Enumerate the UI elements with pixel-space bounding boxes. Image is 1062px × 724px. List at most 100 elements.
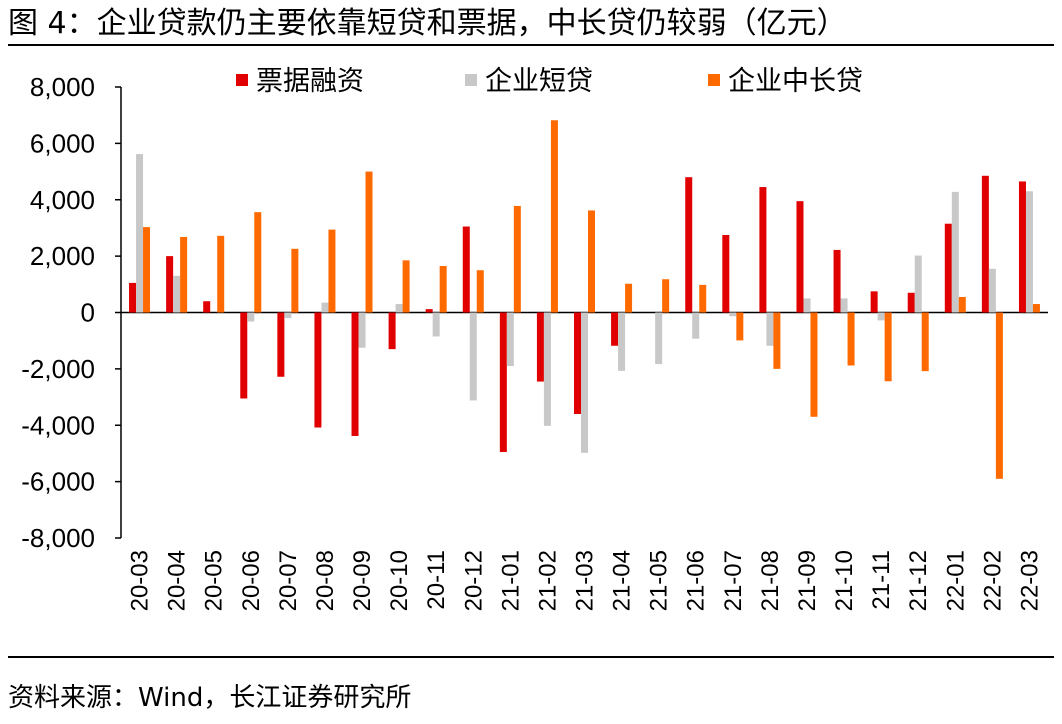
x-tick-label: 22-02 [979, 550, 1006, 611]
x-tick-label: 21-09 [794, 550, 821, 611]
bar-票据融资-20-10 [388, 312, 396, 350]
legend-swatch-企业中长贷 [708, 74, 720, 86]
legend-label-票据融资: 票据融资 [256, 66, 364, 97]
y-tick-label: 8,000 [30, 72, 95, 102]
bar-企业中长贷-20-07 [291, 248, 299, 313]
bar-企业中长贷-21-07 [736, 312, 744, 341]
bar-企业短贷-21-02 [543, 312, 551, 426]
legend: 票据融资 企业短贷 企业中长贷 [236, 66, 863, 97]
x-tick-labels: 20-03 20-04 20-05 20-06 20-07 20-08 20-09 20-10… [127, 550, 1044, 611]
bar-企业中长贷-21-12 [921, 312, 929, 372]
x-tick-label: 21-02 [534, 550, 561, 611]
bar-企业中长贷-21-01 [513, 205, 521, 313]
y-tick-label: -8,000 [21, 523, 95, 553]
x-tick-label: 20-12 [460, 550, 487, 611]
bar-企业短贷-21-05 [655, 312, 663, 365]
bar-企业中长贷-20-05 [217, 235, 225, 313]
legend-label-企业中长贷: 企业中长贷 [728, 66, 863, 97]
bar-企业中长贷-21-08 [773, 312, 781, 369]
bar-企业短贷-21-04 [618, 312, 626, 371]
y-tick-label: -4,000 [21, 410, 95, 440]
bar-票据融资-20-04 [166, 256, 174, 313]
legend-label-企业短贷: 企业短贷 [485, 66, 593, 97]
bar-企业中长贷-20-11 [439, 265, 447, 313]
bar-票据融资-20-09 [351, 312, 359, 436]
x-tick-label: 20-09 [349, 550, 376, 611]
bar-企业短贷-21-10 [840, 298, 848, 313]
bar-企业中长贷-22-02 [995, 312, 1003, 479]
bar-票据融资-20-11 [425, 309, 433, 313]
bar-企业短贷-22-01 [951, 191, 959, 313]
y-tick-label: -2,000 [21, 354, 95, 384]
bar-票据融资-21-11 [870, 291, 878, 313]
source-rule [8, 656, 1054, 658]
bar-企业短贷-22-03 [1025, 191, 1033, 313]
x-tick-label: 22-03 [1016, 550, 1043, 611]
bar-企业短贷-21-01 [506, 312, 514, 367]
bar-票据融资-20-07 [277, 312, 285, 377]
bar-企业短贷-20-11 [432, 312, 440, 337]
bar-企业短贷-21-08 [766, 312, 774, 346]
x-tick-label: 21-04 [609, 550, 636, 611]
bar-企业中长贷-21-09 [810, 312, 818, 417]
bar-票据融资-22-02 [981, 175, 989, 313]
bar-企业短贷-20-03 [136, 154, 144, 313]
x-tick-label: 22-01 [942, 550, 969, 611]
bar-企业中长贷-20-09 [365, 171, 373, 313]
bar-企业中长贷-21-10 [847, 312, 855, 366]
bar-企业中长贷-20-03 [143, 227, 151, 313]
bar-企业中长贷-21-02 [550, 120, 558, 313]
y-tick-labels: 8,000 6,000 4,000 2,000 0 -2,000 -4,000 -6,000 -… [21, 72, 95, 553]
bar-企业中长贷-20-04 [180, 236, 188, 313]
bar-票据融资-21-02 [536, 312, 544, 382]
bar-企业短贷-21-07 [729, 312, 737, 317]
x-tick-label: 21-11 [868, 550, 895, 610]
bar-票据融资-20-12 [462, 226, 470, 313]
bar-企业短贷-20-07 [284, 312, 292, 319]
y-tick-label: -6,000 [21, 467, 95, 497]
legend-swatch-企业短贷 [465, 74, 477, 86]
bar-票据融资-20-03 [129, 282, 137, 313]
legend-swatch-票据融资 [236, 74, 248, 86]
bar-企业短贷-20-09 [358, 312, 366, 348]
x-tick-label: 20-04 [164, 550, 191, 611]
x-tick-label: 21-07 [720, 550, 747, 611]
x-tick-label: 20-03 [127, 550, 154, 611]
x-tick-label: 20-10 [386, 550, 413, 611]
x-tick-label: 21-08 [757, 550, 784, 611]
x-tick-label: 21-12 [905, 550, 932, 611]
y-tick-label: 4,000 [30, 185, 95, 215]
bar-企业短贷-20-04 [173, 275, 181, 313]
bar-企业短贷-20-10 [395, 304, 403, 313]
y-tick-label: 2,000 [30, 241, 95, 271]
bar-企业中长贷-22-03 [1032, 304, 1040, 313]
bar-票据融资-21-06 [685, 177, 693, 313]
x-tick-label: 20-05 [201, 550, 228, 611]
bar-票据融资-20-05 [203, 301, 211, 313]
bar-票据融资-21-08 [759, 187, 767, 313]
bar-企业中长贷-20-06 [254, 212, 262, 313]
bar-企业中长贷-21-03 [588, 210, 595, 313]
bar-企业中长贷-21-05 [662, 279, 670, 313]
x-tick-label: 20-08 [312, 550, 339, 611]
x-tick-label: 20-07 [275, 550, 302, 611]
bar-企业中长贷-21-11 [884, 312, 892, 382]
bar-企业短贷-21-12 [914, 255, 922, 313]
bar-企业短贷-21-11 [877, 312, 885, 321]
x-tick-label: 21-06 [683, 550, 710, 611]
bar-票据融资-20-06 [240, 312, 248, 399]
figure-source: 资料来源：Wind，长江证券研究所 [8, 683, 412, 713]
bar-企业短贷-20-12 [469, 312, 477, 401]
x-tick-label: 21-01 [497, 550, 524, 611]
title-rule [8, 44, 1054, 46]
bar-票据融资-21-04 [611, 312, 619, 346]
bar-企业中长贷-21-04 [625, 283, 633, 313]
figure-title: 图 4：企业贷款仍主要依靠短贷和票据，中长贷仍较弱（亿元） [8, 6, 847, 41]
bar-企业短贷-21-03 [581, 312, 588, 453]
y-tick-label: 0 [81, 298, 95, 328]
y-tick-label: 6,000 [30, 128, 95, 158]
bar-票据融资-21-09 [796, 201, 804, 313]
x-tick-label: 21-05 [646, 550, 673, 611]
bar-企业短贷-21-09 [803, 298, 811, 313]
x-tick-label: 21-03 [572, 550, 599, 611]
